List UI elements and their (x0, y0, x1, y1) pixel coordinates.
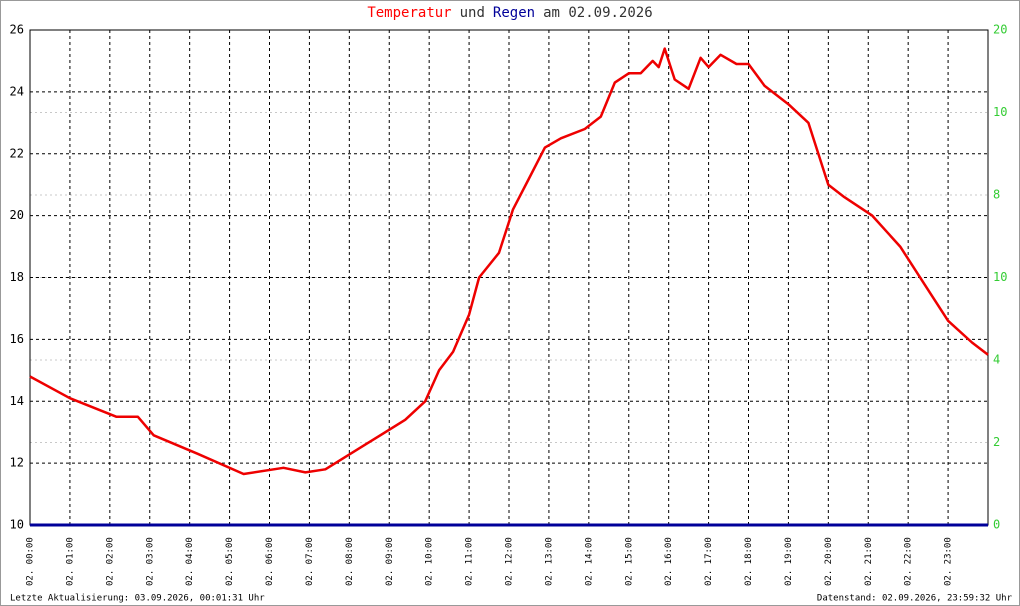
series-line (29, 47, 989, 476)
x-tick-label: 02. 12:00 (505, 537, 515, 586)
footer-right: Datenstand: 02.09.2026, 23:59:32 Uhr (817, 594, 1013, 604)
y2-tick-label: 10 (993, 105, 1007, 119)
x-tick-label: 02. 04:00 (185, 537, 195, 586)
x-tick-label: 02. 17:00 (704, 537, 714, 586)
title-part: und (460, 5, 485, 21)
x-tick-label: 02. 10:00 (425, 537, 435, 586)
title-part: Regen (493, 5, 535, 21)
y2-tick-label: 2 (993, 435, 1000, 449)
y2-tick-label: 0 (993, 518, 1000, 532)
x-tick-label: 02. 02:00 (105, 537, 115, 586)
x-tick-label: 02. 20:00 (824, 537, 834, 586)
x-tick-label: 02. 22:00 (904, 537, 914, 586)
x-tick-label: 02. 03:00 (145, 537, 155, 586)
y-tick-label: 14 (10, 394, 24, 408)
x-tick-label: 02. 05:00 (225, 537, 235, 586)
x-tick-label: 02. 08:00 (345, 537, 355, 586)
title-part: Temperatur (367, 5, 451, 21)
title-part: am 02.09.2026 (543, 5, 653, 21)
x-tick-label: 02. 07:00 (305, 537, 315, 586)
x-tick-label: 02. 14:00 (584, 537, 594, 586)
x-tick-label: 02. 16:00 (664, 537, 674, 586)
x-tick-label: 02. 21:00 (864, 537, 874, 586)
y-tick-label: 16 (10, 332, 24, 346)
chart-title: Temperatur und Regen am 02.09.2026 (367, 5, 652, 21)
y-tick-label: 22 (10, 146, 24, 160)
y-tick-label: 26 (10, 23, 24, 37)
y-tick-label: 10 (10, 518, 24, 532)
x-tick-label: 02. 19:00 (784, 537, 794, 586)
y-tick-label: 24 (10, 84, 24, 98)
x-tick-label: 02. 01:00 (65, 537, 75, 586)
x-tick-label: 02. 18:00 (744, 537, 754, 586)
y-tick-label: 18 (10, 270, 24, 284)
x-tick-label: 02. 06:00 (265, 537, 275, 586)
x-tick-label: 02. 15:00 (624, 537, 634, 586)
y2-tick-label: 20 (993, 23, 1007, 37)
y2-tick-label: 10 (993, 270, 1007, 284)
footer-left: Letzte Aktualisierung: 03.09.2026, 00:01… (10, 594, 265, 604)
x-tick-label: 02. 11:00 (465, 537, 475, 586)
x-tick-label: 02. 00:00 (26, 537, 36, 586)
y-tick-label: 20 (10, 208, 24, 222)
y2-tick-label: 8 (993, 188, 1000, 202)
y2-tick-label: 4 (993, 353, 1000, 367)
x-tick-label: 02. 23:00 (944, 537, 954, 586)
y-tick-label: 12 (10, 456, 24, 470)
x-tick-label: 02. 13:00 (544, 537, 554, 586)
x-tick-label: 02. 09:00 (385, 537, 395, 586)
